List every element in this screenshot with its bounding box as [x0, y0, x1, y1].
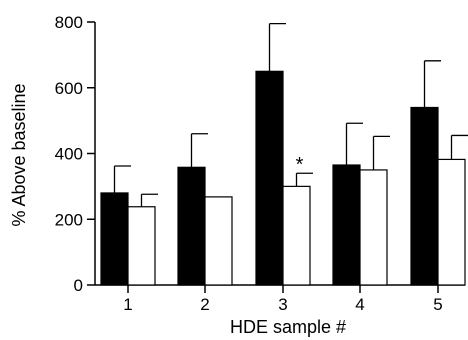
x-tick-label: 1	[123, 295, 132, 314]
error-bars-group	[113, 22, 468, 207]
x-tick-label: 3	[278, 295, 287, 314]
x-axis: 1 2 3 4 5	[95, 284, 465, 314]
x-axis-title: HDE sample #	[230, 317, 346, 337]
bars-group	[100, 70, 466, 286]
significance-asterisk: *	[296, 154, 304, 176]
y-tick-label: 400	[55, 145, 83, 164]
bar-series-1-cat-5	[410, 106, 439, 286]
x-tick-label: 5	[433, 295, 442, 314]
annotations-group: *	[296, 154, 304, 176]
bar-series-2-cat-4	[359, 169, 388, 286]
bar-series-1-cat-3	[255, 70, 284, 286]
x-tick-label: 4	[355, 295, 364, 314]
bar-series-1-cat-4	[332, 164, 361, 286]
bar-series-2-cat-2	[204, 196, 233, 286]
bar-series-2-cat-1	[127, 206, 156, 286]
bar-series-1-cat-2	[177, 166, 206, 286]
y-tick-label: 600	[55, 79, 83, 98]
y-axis-title: % Above baseline	[9, 83, 29, 226]
bar-series-2-cat-5	[437, 158, 466, 286]
y-tick-label: 800	[55, 13, 83, 32]
x-tick-label: 2	[200, 295, 209, 314]
y-axis: 0 200 400 600 800	[55, 13, 96, 295]
bar-series-1-cat-1	[100, 192, 129, 286]
bar-series-2-cat-3	[282, 185, 311, 286]
y-tick-label: 0	[74, 276, 83, 295]
y-tick-label: 200	[55, 210, 83, 229]
